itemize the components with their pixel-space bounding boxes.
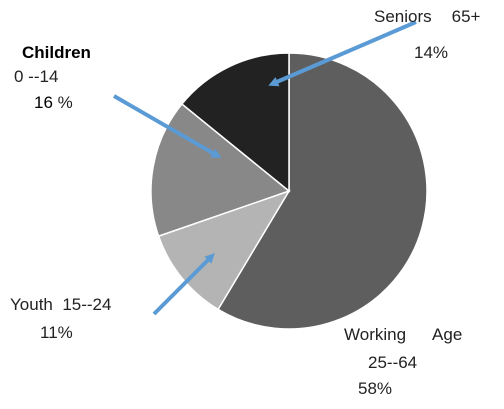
label-children-value: 16 % bbox=[34, 93, 73, 112]
label-working-value: 58% bbox=[358, 379, 393, 398]
label-seniors-name: Seniors 65+ bbox=[374, 7, 481, 26]
label-working-name: Working Age bbox=[344, 325, 463, 344]
callout-arrow-youth bbox=[152, 253, 215, 316]
label-children-range: 0 --14 bbox=[14, 67, 59, 86]
label-working-range: 25--64 bbox=[368, 353, 418, 372]
label-seniors-value: 14% bbox=[414, 43, 449, 62]
label-youth-name: Youth 15--24 bbox=[10, 295, 112, 314]
pie-slice-working-age bbox=[217, 52, 428, 330]
pie-slice-youth bbox=[157, 189, 291, 311]
callout-arrow-seniors bbox=[268, 20, 417, 87]
label-children-name: Children bbox=[22, 43, 91, 62]
callout-arrows bbox=[113, 20, 417, 316]
pie-slice-seniors bbox=[180, 52, 290, 193]
label-youth-value: 11% bbox=[40, 323, 73, 342]
callout-arrow-children bbox=[113, 94, 222, 158]
pie-slices bbox=[150, 52, 428, 330]
